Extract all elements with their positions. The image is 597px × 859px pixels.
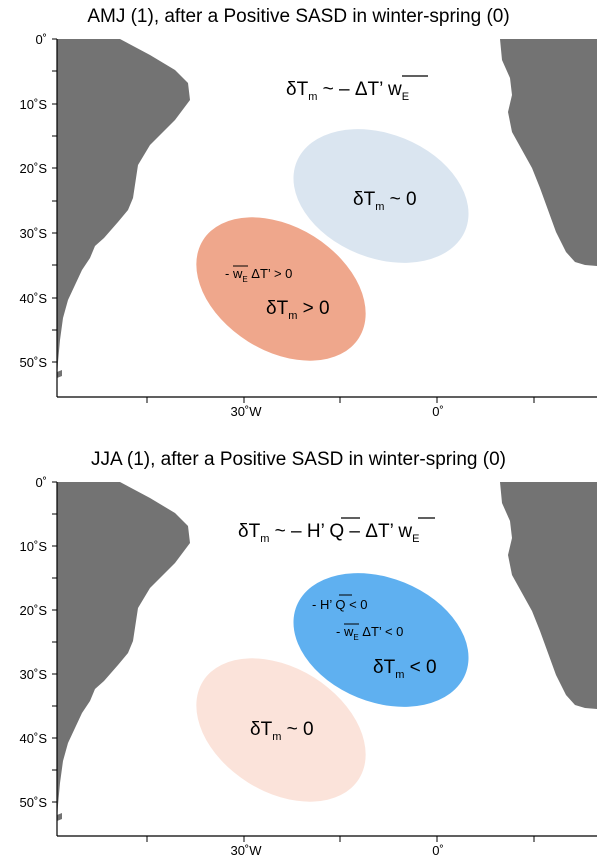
heatflux-term-label: - H’ Q < 0 — [312, 597, 368, 612]
budget-equation: δTm ~ – H’ Q – ΔT’ wE — [238, 521, 419, 545]
lat-label-30s: 30˚S — [20, 667, 48, 682]
lat-label-20s: 20˚S — [20, 161, 48, 176]
island — [57, 813, 62, 821]
cool-region-ellipse — [293, 129, 469, 263]
lat-tick-marks — [52, 38, 57, 363]
entrainment-term-label: - wE ΔT’ < 0 — [336, 624, 403, 642]
lat-label-40s: 40˚S — [20, 731, 48, 746]
lat-label-40s: 40˚S — [20, 291, 48, 306]
cool-region-label: δTm ~ 0 — [353, 189, 417, 213]
south-america-landmass — [57, 482, 190, 823]
lat-label-0: 0˚ — [35, 475, 47, 490]
lat-label-30s: 30˚S — [20, 226, 48, 241]
lat-label-50s: 50˚S — [20, 795, 48, 810]
warm-region-label: δTm > 0 — [266, 298, 330, 322]
panel-title: AMJ (1), after a Positive SASD in winter… — [87, 6, 510, 27]
lat-label-0: 0˚ — [35, 32, 47, 47]
panel-jja: JJA (1), after a Positive SASD in winter… — [0, 443, 597, 859]
lat-tick-marks — [52, 481, 57, 803]
lon-label-30w: 30˚W — [230, 404, 262, 419]
entrainment-term-label: - wE ΔT’ > 0 — [225, 266, 292, 284]
cool-region-ellipse — [293, 573, 469, 707]
lon-tick-marks — [146, 397, 535, 403]
lon-label-0: 0˚ — [432, 843, 444, 858]
warm-region-ellipse — [196, 217, 366, 361]
south-america-landmass — [57, 39, 190, 380]
lat-label-10s: 10˚S — [20, 539, 48, 554]
lat-label-50s: 50˚S — [20, 355, 48, 370]
cool-region-label: δTm < 0 — [373, 657, 437, 681]
map-jja: 0˚ 10˚S 20˚S 30˚S 40˚S 50˚S 30˚W 0˚ δTm … — [20, 475, 597, 858]
lon-tick-marks — [146, 836, 535, 842]
lon-label-0: 0˚ — [432, 404, 444, 419]
lat-label-10s: 10˚S — [20, 97, 48, 112]
lat-label-20s: 20˚S — [20, 603, 48, 618]
budget-equation: δTm ~ – ΔT’ wE — [286, 79, 409, 103]
map-amj: 0˚ 10˚S 20˚S 30˚S 40˚S 50˚S 30˚W 0˚ δTm … — [20, 32, 597, 419]
warm-region-label: δTm ~ 0 — [250, 719, 314, 743]
africa-landmass — [500, 482, 597, 709]
island — [57, 370, 62, 378]
warm-region-ellipse — [196, 658, 366, 802]
africa-landmass — [500, 39, 597, 266]
lon-label-30w: 30˚W — [230, 843, 262, 858]
panel-amj: AMJ (1), after a Positive SASD in winter… — [20, 6, 597, 419]
panel-title: JJA (1), after a Positive SASD in winter… — [91, 449, 506, 470]
